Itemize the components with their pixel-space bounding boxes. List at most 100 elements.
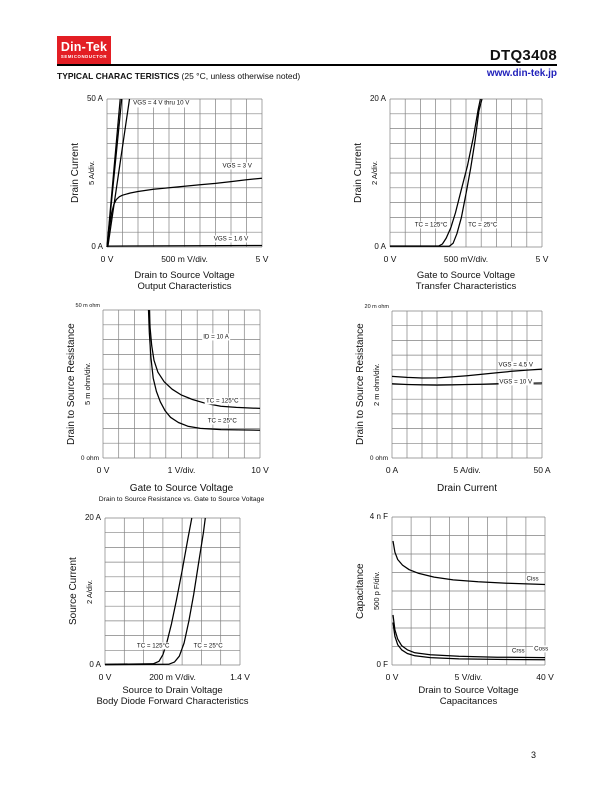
- x-tick-scale: 500 mV/div.: [443, 254, 489, 264]
- curve-label: TC = 125°C: [205, 397, 240, 405]
- curve-label: TC = 25°C: [467, 221, 499, 229]
- curve-label: VGS = 4 V thru 10 V: [132, 99, 191, 107]
- plot-area: ID = 10 A TC = 125°C TC = 25°C: [102, 309, 261, 459]
- plot-area: TC = 125°C TC = 25°C: [389, 98, 543, 248]
- curve-tc-125-c: [148, 309, 261, 410]
- dintek-logo: Din-Tek SEMICONDUCTOR: [57, 36, 111, 64]
- y-axis-title: Drain Current: [353, 142, 364, 204]
- curve-label: VGS = 3 V: [221, 162, 253, 170]
- grid-lines: [104, 517, 241, 666]
- website-link[interactable]: www.din-tek.jp: [486, 68, 557, 79]
- y-axis-title: Capacitance: [355, 563, 366, 619]
- curve-vgs-4-v-thru-10-v-b: [106, 98, 123, 248]
- x-tick-min: 0 V: [98, 672, 112, 682]
- x-tick-max: 50 A: [533, 465, 551, 475]
- section-title-bold: TYPICAL CHARAC TERISTICS: [57, 71, 180, 81]
- curve-label: VGS = 1.6 V: [212, 235, 250, 243]
- curve-coss: [392, 614, 546, 659]
- x-tick-min: 0 V: [385, 672, 399, 682]
- curve-tc-25-c: [147, 309, 261, 431]
- curve-ciss: [392, 540, 546, 586]
- x-axis-title: Gate to Source Voltage: [129, 483, 234, 494]
- chart-capacitances: 4 n F 0 F Capacitance 500 p F/div. Ciss C…: [355, 512, 554, 707]
- curve-label: Crss: [510, 647, 526, 655]
- curve-crss: [392, 622, 546, 661]
- curve-tc-125-c: [390, 98, 482, 247]
- y-axis-scale: 2 A/div.: [85, 579, 94, 604]
- x-tick-scale: 5 V/div.: [454, 672, 483, 682]
- y-axis-scale: 2 A/div.: [370, 160, 379, 186]
- curve-label: VGS = 4.5 V: [497, 361, 535, 369]
- chart-canvas: [391, 516, 546, 666]
- curve-label: VGS = 10 V: [498, 377, 534, 386]
- y-axis-top-tick: 4 n F: [369, 512, 388, 521]
- y-axis-bottom-tick: 0 A: [91, 242, 103, 251]
- curve-label: TC = 125°C: [135, 642, 171, 650]
- y-axis-top-tick: 50 m ohm: [75, 303, 100, 309]
- chart-title: Body Diode Forward Characteristics: [96, 696, 249, 707]
- y-axis-title: Drain to Source Resistance: [66, 323, 77, 445]
- y-axis-top-tick: 50 A: [86, 94, 103, 103]
- curve-label: TC = 125°C: [413, 221, 449, 229]
- chart-output-characteristics: 50 A 0 A Drain Current 5 A/div. VGS = 4 …: [70, 94, 268, 292]
- x-tick-scale: 5 A/div.: [453, 465, 481, 475]
- y-axis-top-tick: 20 A: [369, 94, 386, 103]
- x-tick-scale: 1 V/div.: [167, 465, 196, 475]
- plot-area: VGS = 4.5 V VGS = 10 V: [391, 310, 543, 459]
- chart-canvas: [104, 517, 241, 666]
- grid-lines: [391, 516, 546, 666]
- x-tick-min: 0 V: [383, 254, 397, 264]
- plot-area: Ciss Crss Coss: [391, 516, 550, 666]
- logo-sub-text: SEMICONDUCTOR: [60, 53, 108, 59]
- curve-tc-25-c: [390, 98, 483, 247]
- chart-title: Transfer Characteristics: [415, 281, 517, 292]
- grid-lines: [102, 309, 261, 459]
- curve-label: TC = 25°C: [206, 417, 238, 425]
- grid-lines: [106, 98, 263, 248]
- section-title-note: (25 °C, unless otherwise noted): [181, 71, 301, 81]
- x-axis-title: Drain to Source Voltage: [134, 270, 235, 281]
- chart-title: Output Characteristics: [137, 281, 232, 292]
- curve-vgs-1-6-v: [106, 244, 263, 247]
- x-axis-title: Drain Current: [436, 483, 498, 494]
- part-number: DTQ3408: [489, 47, 557, 64]
- x-axis-title: Gate to Source Voltage: [416, 270, 516, 281]
- y-axis-bottom-tick: 0 A: [89, 660, 101, 669]
- chart-canvas: [389, 98, 543, 248]
- curve-vgs-3-v: [106, 177, 263, 248]
- plot-area: TC = 125°C TC = 25°C: [104, 517, 241, 666]
- y-axis-bottom-tick: 0 ohm: [369, 455, 388, 462]
- grid-lines: [389, 98, 543, 248]
- x-tick-scale: 500 m V/div.: [161, 254, 208, 264]
- chart-body-diode-forward: 20 A 0 A Source Current 2 A/div. TC = 12…: [68, 513, 250, 707]
- curve-vgs-4-v-thru-10-v-c: [107, 98, 131, 248]
- x-tick-max: 1.4 V: [230, 672, 250, 682]
- x-axis-title: Source to Drain Voltage: [122, 685, 223, 696]
- curve-label: ID = 10 A: [202, 333, 230, 341]
- curve-label: Coss: [533, 645, 550, 653]
- curve-vgs-4-5-v: [391, 368, 543, 379]
- y-axis-bottom-tick: 0 A: [374, 242, 386, 251]
- y-axis-title: Source Current: [68, 557, 79, 626]
- x-tick-scale: 200 m V/div.: [149, 672, 196, 682]
- y-axis-top-tick: 20 m ohm: [364, 304, 389, 310]
- y-axis-bottom-tick: 0 ohm: [80, 455, 99, 462]
- y-axis-scale: 5 m ohm/div.: [83, 362, 92, 406]
- header-rule: [57, 64, 557, 67]
- x-tick-max: 10 V: [251, 465, 269, 475]
- curve-tc-125-c: [104, 517, 193, 665]
- y-axis-top-tick: 20 A: [84, 513, 101, 522]
- chart-title: Capacitances: [439, 696, 498, 707]
- chart-subtitle: Drain to Source Resistance vs. Gate to S…: [98, 496, 265, 503]
- chart-rds-vs-vgs: 50 m ohm 0 ohm Drain to Source Resistanc…: [66, 303, 269, 503]
- x-tick-min: 0 V: [96, 465, 110, 475]
- curve-label: Ciss: [525, 575, 540, 583]
- chart-rds-vs-id: 20 m ohm 0 ohm Drain to Source Resistanc…: [355, 304, 551, 494]
- chart-transfer-characteristics: 20 A 0 A Drain Current 2 A/div. TC = 125…: [353, 94, 548, 292]
- x-tick-max: 5 V: [535, 254, 549, 264]
- x-tick-min: 0 V: [100, 254, 114, 264]
- curve-label: TC = 25°C: [192, 642, 224, 650]
- x-tick-max: 40 V: [536, 672, 554, 682]
- chart-canvas: [106, 98, 263, 248]
